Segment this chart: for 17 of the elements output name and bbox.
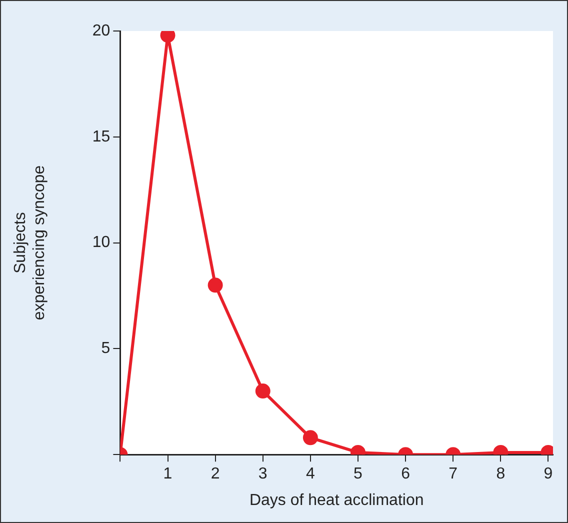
point [208,278,223,293]
y-tick-label: 10 [92,234,110,252]
y-tick-label: 5 [101,340,110,358]
x-axis-title: Days of heat acclimation [249,492,424,509]
x-tick-label: 4 [306,466,315,483]
y-tick-label: 15 [92,128,110,146]
x-tick-label: 3 [258,466,268,483]
x-tick-label: 6 [401,466,410,483]
point [160,31,176,43]
x-tick-label: 9 [544,466,553,483]
x-tick-label: 5 [354,466,363,483]
x-tick-label: 2 [210,466,220,483]
x-tick-label: 1 [163,466,172,483]
x-tick-label: 8 [496,466,506,483]
y-tick-label: 20 [92,22,110,40]
x-tick-label: 7 [448,466,458,483]
y-axis-title: Subjects experiencing syncope [12,165,48,320]
